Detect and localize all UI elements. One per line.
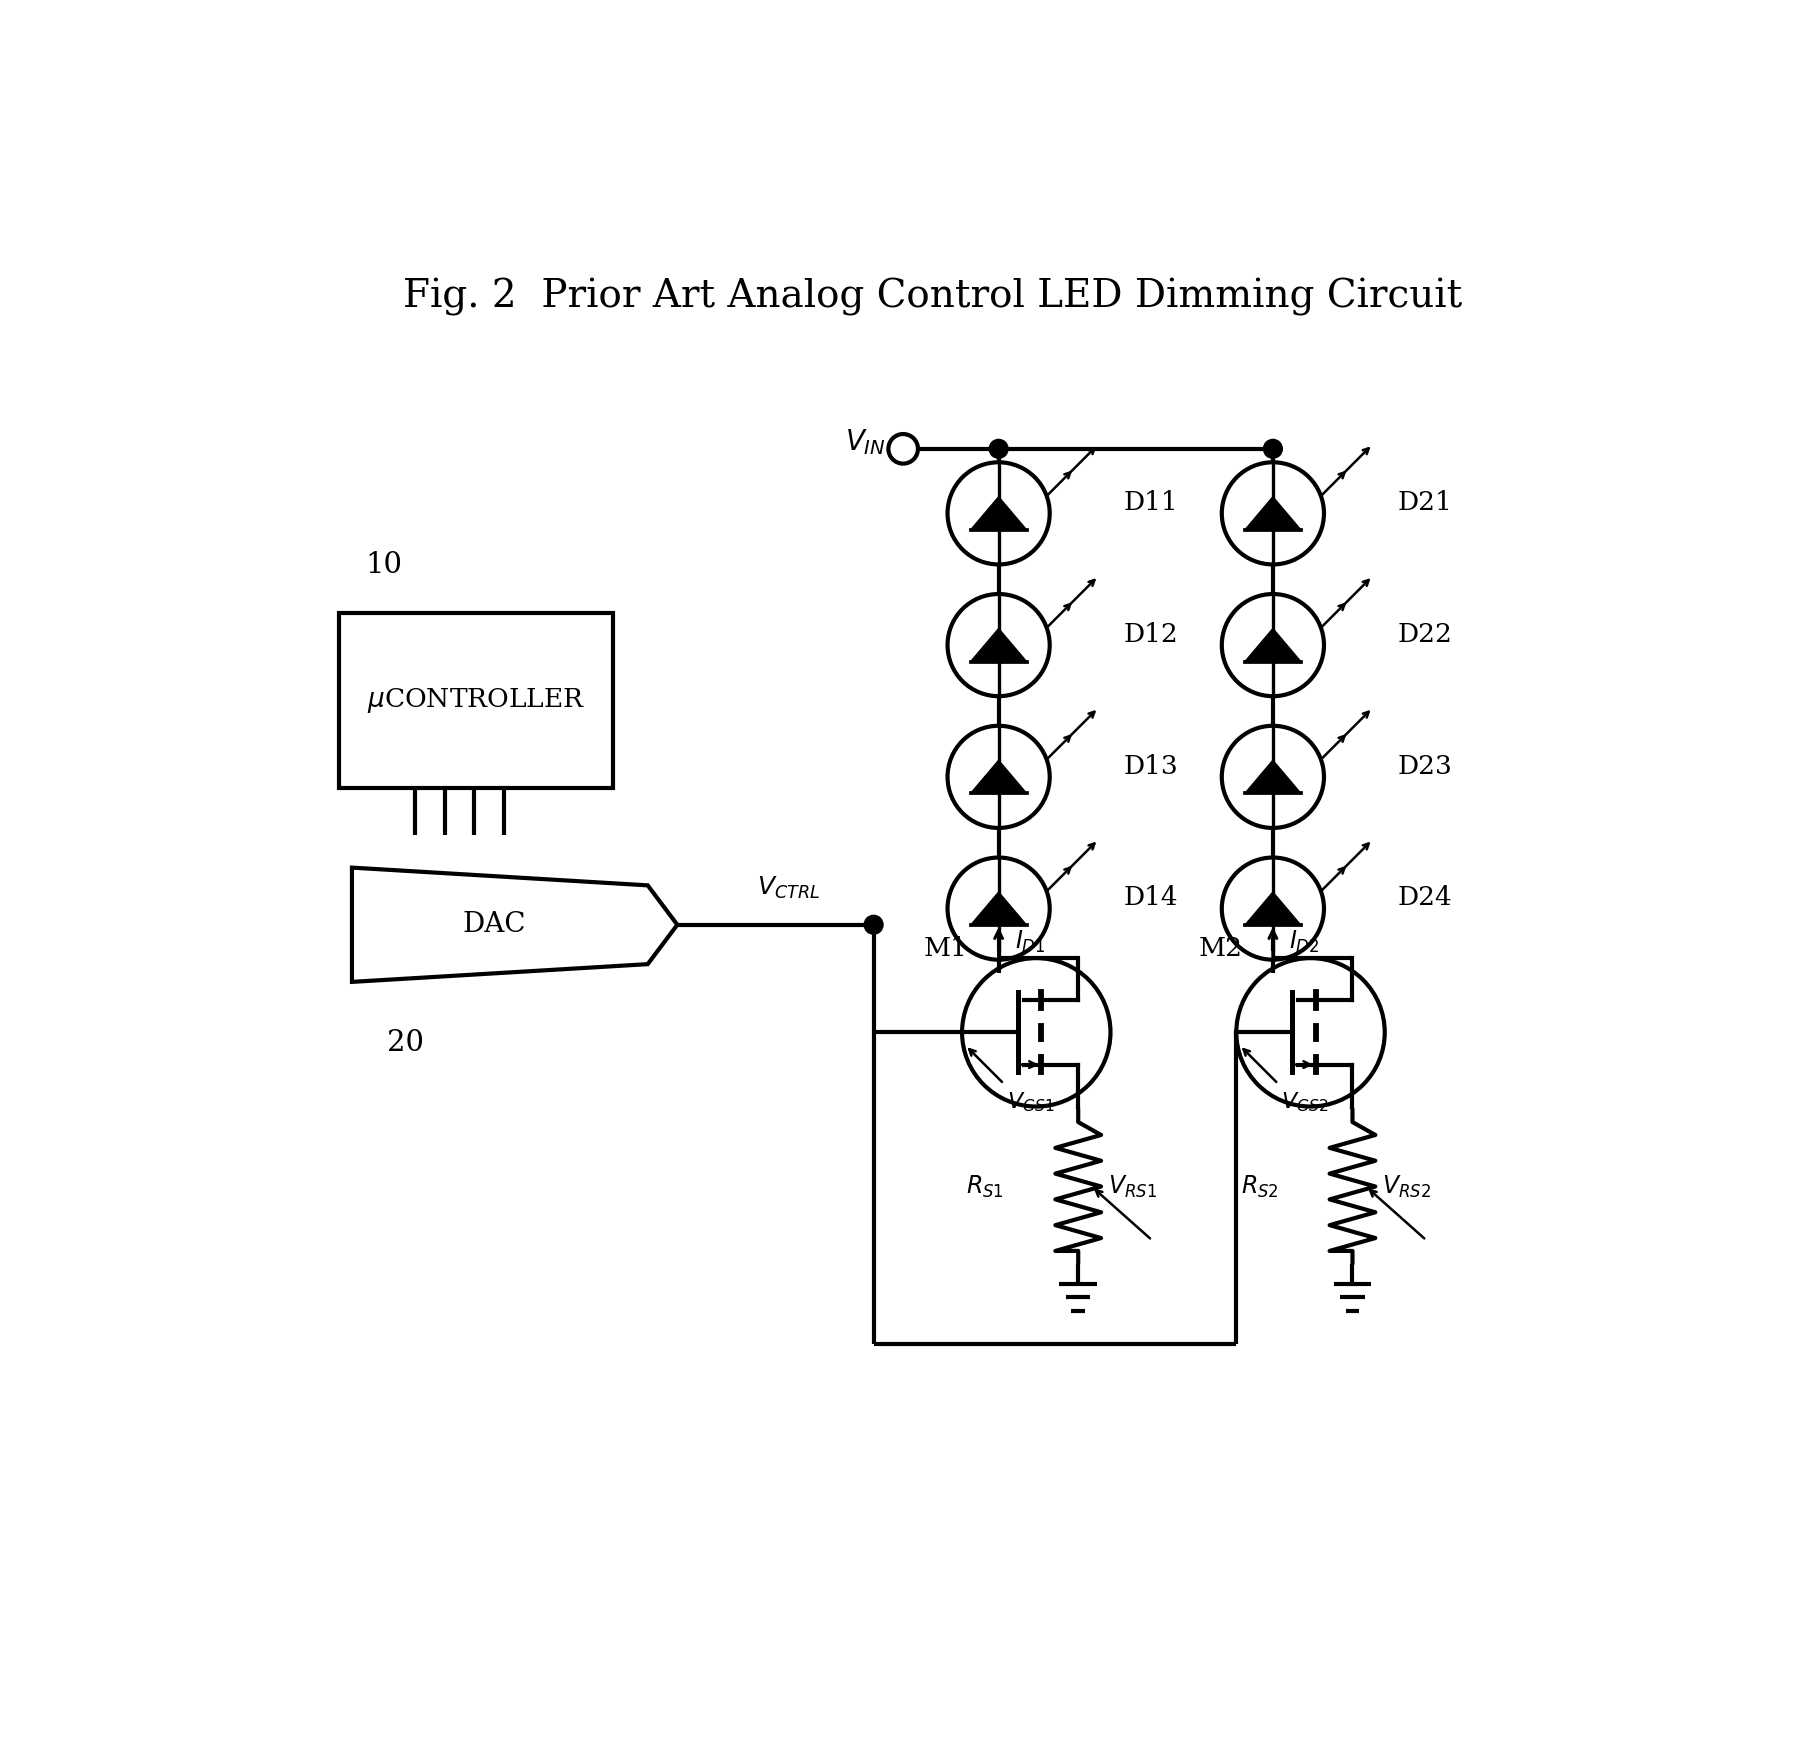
Text: 10: 10 xyxy=(366,552,402,580)
Circle shape xyxy=(1263,440,1283,457)
Text: $V_{RS1}$: $V_{RS1}$ xyxy=(1108,1173,1158,1200)
Text: D12: D12 xyxy=(1123,622,1178,646)
Polygon shape xyxy=(970,760,1026,793)
Text: D13: D13 xyxy=(1123,754,1178,779)
Text: 20: 20 xyxy=(388,1028,424,1056)
Text: $I_{D1}$: $I_{D1}$ xyxy=(1016,929,1045,955)
Polygon shape xyxy=(351,868,677,981)
Polygon shape xyxy=(970,629,1026,662)
Text: $V_{GS1}$: $V_{GS1}$ xyxy=(1006,1091,1054,1114)
Text: $\mu$CONTROLLER: $\mu$CONTROLLER xyxy=(366,686,584,714)
Polygon shape xyxy=(1245,892,1301,925)
Text: D14: D14 xyxy=(1123,885,1178,910)
Circle shape xyxy=(990,440,1008,457)
Polygon shape xyxy=(1245,498,1301,531)
Text: $V_{GS2}$: $V_{GS2}$ xyxy=(1281,1091,1329,1114)
Text: D24: D24 xyxy=(1398,885,1452,910)
Text: D11: D11 xyxy=(1123,491,1178,515)
Polygon shape xyxy=(970,892,1026,925)
Text: D22: D22 xyxy=(1398,622,1452,646)
Circle shape xyxy=(864,915,883,934)
Text: $V_{RS2}$: $V_{RS2}$ xyxy=(1381,1173,1431,1200)
Text: D23: D23 xyxy=(1398,754,1452,779)
Polygon shape xyxy=(1245,760,1301,793)
Text: Fig. 2  Prior Art Analog Control LED Dimming Circuit: Fig. 2 Prior Art Analog Control LED Dimm… xyxy=(402,278,1463,316)
Text: $V_{CTRL}$: $V_{CTRL}$ xyxy=(757,875,821,901)
Text: $V_{IN}$: $V_{IN}$ xyxy=(844,428,886,457)
FancyBboxPatch shape xyxy=(339,613,613,787)
Text: $R_{S1}$: $R_{S1}$ xyxy=(966,1173,1005,1200)
Text: D21: D21 xyxy=(1398,491,1452,515)
Text: M2: M2 xyxy=(1198,936,1243,960)
Polygon shape xyxy=(1245,629,1301,662)
Text: $I_{D2}$: $I_{D2}$ xyxy=(1289,929,1320,955)
Text: DAC: DAC xyxy=(462,911,526,938)
Text: $R_{S2}$: $R_{S2}$ xyxy=(1241,1173,1278,1200)
Text: M1: M1 xyxy=(925,936,968,960)
Polygon shape xyxy=(970,498,1026,531)
